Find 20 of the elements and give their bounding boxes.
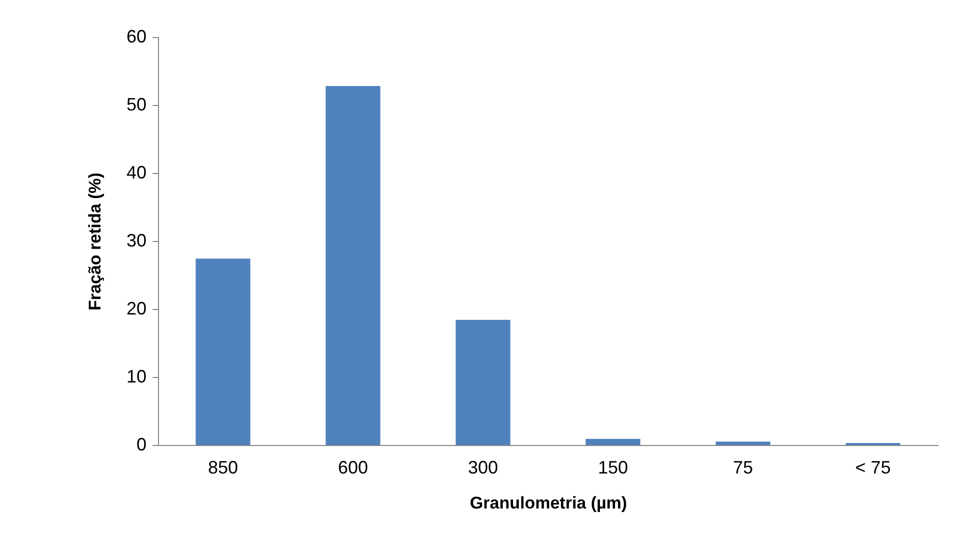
bar	[326, 86, 380, 445]
x-tick-label: 150	[598, 458, 628, 478]
y-tick-label: 50	[126, 94, 146, 114]
bar	[456, 320, 510, 445]
x-axis-title: Granulometria (µm)	[470, 494, 628, 512]
y-axis-title: Fração retida (%)	[85, 172, 104, 310]
y-tick-label: 40	[126, 162, 146, 182]
x-tick-label: < 75	[855, 458, 891, 478]
x-tick-label: 600	[338, 458, 368, 478]
y-tick-label: 0	[136, 434, 146, 454]
bar	[586, 438, 640, 445]
bar	[716, 442, 770, 445]
x-tick-label: 850	[208, 458, 238, 478]
y-tick-label: 30	[126, 230, 146, 250]
bar	[196, 258, 250, 445]
x-tick-label: 75	[732, 458, 754, 478]
y-tick-label: 60	[126, 26, 146, 46]
y-tick-label: 10	[126, 366, 146, 386]
y-tick-label: 20	[126, 298, 146, 318]
x-tick-label: 300	[468, 458, 498, 478]
